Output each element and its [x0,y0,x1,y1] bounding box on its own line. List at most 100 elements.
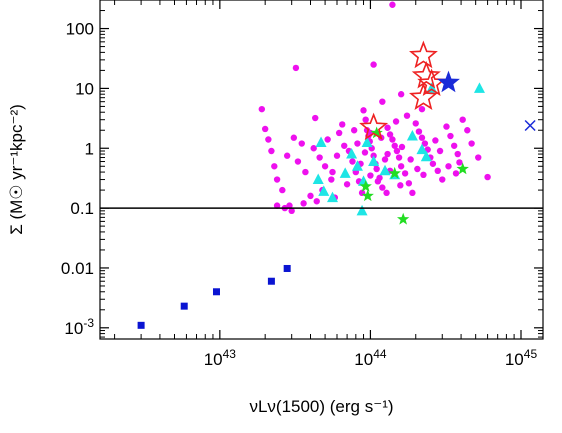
magenta-circle-point [324,136,331,143]
magenta-circle-point [273,176,281,183]
y-tick-label: 1 [85,139,94,158]
magenta-circle-point [292,64,300,72]
cyan-triangle-point [420,150,432,162]
magenta-circle-point [333,152,341,159]
magenta-circle-point [273,202,281,209]
magenta-circle-point [389,136,396,143]
y-tick-label: 10-3 [64,316,94,338]
magenta-circle-point [261,125,269,133]
magenta-circle-point [395,154,403,161]
cyan-triangle-point [379,164,391,176]
magenta-circle-point [379,184,386,191]
magenta-circle-point [418,105,426,113]
magenta-circle-point [302,168,309,176]
magenta-circle-point [310,145,317,152]
y-tick-label: 10 [75,79,94,98]
magenta-circle-point [384,124,391,131]
magenta-circle-point [341,142,348,149]
magenta-circle-point [370,61,377,68]
magenta-circle-point [401,170,409,177]
magenta-circle-point [392,118,400,125]
magenta-circle-point [290,134,298,141]
magenta-circle-point [420,171,427,179]
magenta-circle-point [407,156,414,163]
y-tick-label: 0.1 [70,199,94,218]
cross-stroke [524,119,536,132]
cyan-triangle-point [361,136,373,147]
cyan-triangle-point [416,143,428,155]
magenta-circle-point [367,172,374,179]
x-tick-label: 1045 [505,347,538,369]
magenta-circle-point [265,136,272,143]
magenta-circle-point [386,131,394,138]
cyan-triangle-point [339,167,351,178]
red-open-star-point [409,82,438,110]
blue-square-point [180,302,188,310]
magenta-circle-point [452,170,460,177]
blue-square-point [267,277,275,285]
magenta-circle-point [450,142,458,149]
cyan-triangle-point [351,160,363,171]
magenta-circle-point [279,186,286,194]
cyan-triangle-point [318,185,330,196]
magenta-circle-point [412,120,419,127]
magenta-circle-point [414,165,421,173]
magenta-circle-point [397,182,404,189]
magenta-circle-point [321,163,329,170]
magenta-circle-point [354,140,361,147]
blue-filled-star-point [437,70,460,93]
x-tick-label: 1043 [204,347,237,369]
magenta-circle-point [405,180,413,187]
magenta-circle-point [439,176,446,183]
red-open-star-point [411,60,441,89]
magenta-circle-point [361,149,369,156]
plot-frame [99,0,544,340]
magenta-circle-point [271,163,278,170]
magenta-circle-point [398,143,406,151]
green-star-point [456,162,469,175]
magenta-circle-point [288,207,295,215]
magenta-circle-point [307,192,314,200]
magenta-circle-point [424,146,431,153]
magenta-circle-point [339,121,346,128]
green-star-point [370,126,383,139]
magenta-circle-point [350,127,358,134]
cyan-triangle-point [406,130,418,141]
cyan-triangle-point [356,204,368,216]
magenta-circle-point [403,112,411,119]
magenta-circle-point [418,134,426,141]
magenta-circle-point [313,198,320,205]
red-open-star-point [409,40,438,69]
magenta-circle-point [468,140,475,147]
x-axis-label: νLν(1500) (erg s⁻¹) [249,397,393,416]
magenta-circle-point [397,91,405,98]
magenta-circle-point [475,154,482,161]
magenta-circle-point [454,150,461,158]
magenta-circle-point [459,116,466,123]
magenta-circle-point [393,147,401,155]
magenta-circle-point [298,140,305,147]
magenta-circle-point [335,129,343,137]
cyan-triangle-point [346,148,358,159]
green-star-point [397,212,410,225]
data-marks [137,1,536,329]
magenta-circle-point [268,147,275,155]
magenta-circle-point [343,181,351,188]
magenta-circle-point [362,116,369,123]
x-tick-label: 1044 [354,347,387,369]
magenta-circle-point [383,189,390,197]
blue-square-point [137,321,145,329]
magenta-circle-point [391,142,398,149]
magenta-circle-point [360,107,367,114]
magenta-circle-point [316,154,323,161]
magenta-circle-point [312,114,319,122]
magenta-circle-point [445,163,452,170]
magenta-circle-point [484,173,491,181]
magenta-circle-point [328,176,335,183]
magenta-circle-point [300,200,307,207]
magenta-circle-point [447,132,454,140]
magenta-circle-point [409,189,416,197]
blue-square-point [283,264,291,272]
blue-cross-point [524,119,536,132]
